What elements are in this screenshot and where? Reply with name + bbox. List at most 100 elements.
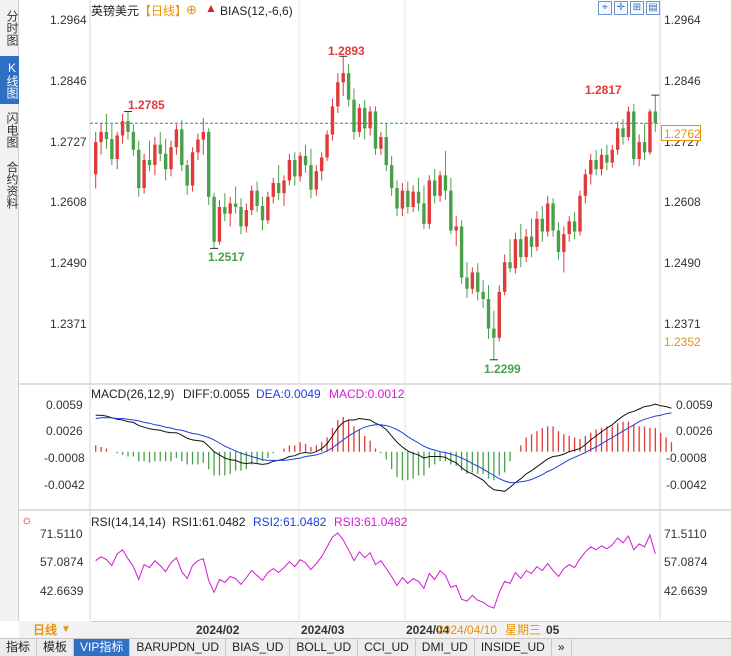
candle-body bbox=[293, 160, 297, 177]
candle-body bbox=[217, 207, 222, 242]
candle-body bbox=[384, 137, 388, 166]
candle-body bbox=[373, 111, 378, 149]
period-button[interactable]: 日线 bbox=[33, 623, 58, 637]
candle-body bbox=[648, 111, 652, 153]
candle-body bbox=[158, 144, 162, 154]
candle-body bbox=[449, 190, 453, 231]
tab-kline[interactable]: K线图 bbox=[0, 56, 19, 104]
grid-icon[interactable]: ▤ bbox=[646, 1, 660, 15]
candle-body bbox=[282, 180, 286, 194]
candle-body bbox=[99, 131, 103, 143]
candle-body bbox=[180, 129, 184, 166]
tab-contract-info[interactable]: 合约资料 bbox=[5, 161, 19, 209]
fit-icon[interactable]: ⌖ bbox=[598, 1, 612, 15]
candle-body bbox=[126, 121, 130, 132]
tab-timeshare[interactable]: 分时图 bbox=[5, 10, 19, 46]
candle-body bbox=[540, 218, 545, 232]
tab-dmi[interactable]: DMI_UD bbox=[416, 638, 475, 656]
macd-dea-line bbox=[95, 412, 672, 484]
candle-body bbox=[250, 190, 254, 211]
price-axis-right-label: 1.2371 bbox=[664, 317, 701, 331]
zoom-in-icon[interactable]: ⊞ bbox=[630, 1, 644, 15]
candle-body bbox=[163, 153, 168, 170]
high-annotation: 1.2817 bbox=[585, 83, 622, 97]
tab-templates[interactable]: 模板 bbox=[37, 638, 75, 656]
time-axis-label: 2024/03 bbox=[301, 623, 345, 637]
candle-body bbox=[276, 182, 281, 194]
tab-inside[interactable]: INSIDE_UD bbox=[475, 638, 552, 656]
candle-body bbox=[653, 111, 658, 124]
candle-body bbox=[626, 111, 631, 138]
candle-body bbox=[583, 174, 588, 196]
candle-body bbox=[502, 262, 507, 292]
candle-body bbox=[529, 236, 534, 247]
expand-icon[interactable]: ✛ bbox=[614, 1, 628, 15]
tab-barupdn[interactable]: BARUPDN_UD bbox=[130, 638, 227, 656]
candle-body bbox=[379, 137, 383, 149]
macd-axis-right-label: 0.0059 bbox=[676, 398, 713, 412]
rsi-line bbox=[95, 532, 656, 609]
candle-body bbox=[556, 230, 561, 252]
candle-body bbox=[271, 182, 275, 197]
candle-body bbox=[363, 107, 367, 129]
candle-body bbox=[524, 236, 528, 258]
price-axis-left-label: 1.2846 bbox=[50, 74, 87, 88]
candle-body bbox=[486, 298, 491, 329]
candle-body bbox=[481, 291, 485, 299]
candle-body bbox=[416, 191, 421, 204]
tab-flash-chart[interactable]: 闪电图 bbox=[5, 112, 19, 148]
macd-macd-value: MACD:0.0012 bbox=[329, 387, 405, 401]
tab-cci[interactable]: CCI_UD bbox=[358, 638, 416, 656]
tab-vip-indicators[interactable]: VIP指标 bbox=[74, 638, 131, 656]
more-tabs-button[interactable]: » bbox=[552, 638, 572, 656]
candle-body bbox=[142, 160, 146, 189]
period-label[interactable]: 【日线】 bbox=[139, 4, 188, 18]
candle-body bbox=[642, 142, 647, 153]
candle-body bbox=[438, 175, 442, 196]
candle-body bbox=[621, 128, 625, 138]
candle-body bbox=[443, 175, 448, 191]
candle-body bbox=[470, 272, 475, 289]
candle-body bbox=[395, 188, 399, 209]
macd-axis-left-label: -0.0008 bbox=[44, 451, 85, 465]
current-price-box: 1.2762 bbox=[661, 125, 701, 141]
low-annotation: 1.2299 bbox=[484, 362, 521, 376]
macd-axis-right-label: -0.0008 bbox=[666, 451, 707, 465]
tab-boll[interactable]: BOLL_UD bbox=[290, 638, 359, 656]
macd-axis-right-label: 0.0026 bbox=[676, 424, 713, 438]
time-axis-label: 05 bbox=[546, 623, 560, 637]
rsi1-value: RSI1:61.0482 bbox=[172, 515, 246, 529]
candle-body bbox=[357, 107, 362, 132]
current-price: 1.2762 bbox=[664, 127, 701, 141]
tab-bias[interactable]: BIAS_UD bbox=[226, 638, 291, 656]
tab-indicators[interactable]: 指标 bbox=[0, 638, 38, 656]
rsi-axis-left-label: 57.0874 bbox=[40, 555, 84, 569]
candle-body bbox=[346, 73, 351, 100]
candle-body bbox=[610, 149, 614, 163]
candle-body bbox=[411, 191, 415, 208]
candle-body bbox=[599, 154, 604, 170]
candle-body bbox=[465, 277, 469, 289]
high-annotation: 1.2785 bbox=[128, 98, 165, 112]
price-axis-left-label: 1.2727 bbox=[50, 135, 87, 149]
rsi-axis-left-label: 71.5110 bbox=[40, 527, 83, 541]
candle-body bbox=[341, 73, 345, 83]
candle-body bbox=[325, 134, 329, 158]
candle-body bbox=[562, 234, 566, 252]
candle-body bbox=[196, 139, 200, 153]
candle-body bbox=[519, 239, 523, 258]
candle-body bbox=[239, 207, 243, 227]
candle-body bbox=[605, 154, 609, 163]
candle-body bbox=[454, 226, 458, 231]
candle-body bbox=[400, 190, 405, 209]
candle-body bbox=[432, 180, 437, 196]
gear-icon[interactable]: ☼ bbox=[21, 512, 33, 527]
candle-body bbox=[406, 190, 410, 208]
chart-canvas[interactable] bbox=[0, 0, 731, 620]
high-annotation: 1.2893 bbox=[328, 44, 365, 58]
macd-diff-line bbox=[95, 403, 672, 492]
candle-body bbox=[615, 128, 620, 150]
candle-body bbox=[131, 131, 136, 150]
dropdown-icon[interactable]: ▼ bbox=[61, 624, 71, 635]
add-circle-icon[interactable]: ⊕ bbox=[186, 2, 197, 17]
